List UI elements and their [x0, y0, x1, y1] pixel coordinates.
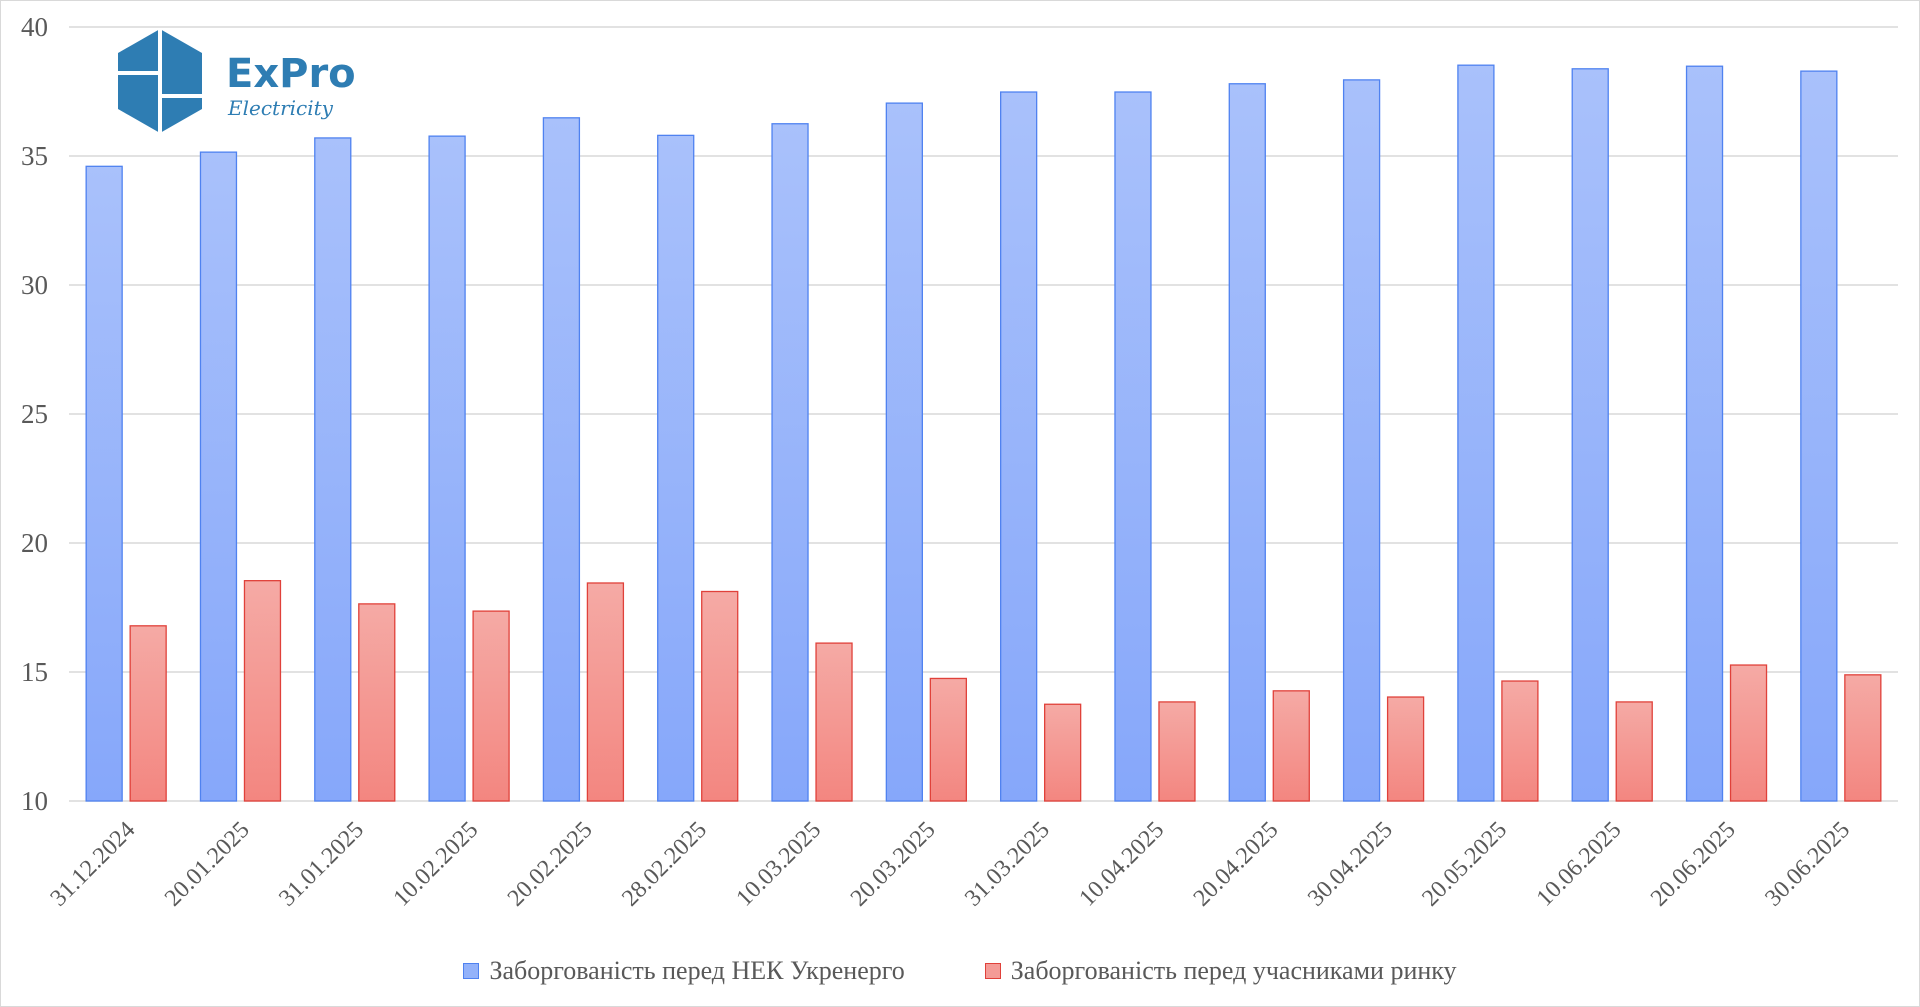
x-tick-label: 20.06.2025 — [1646, 817, 1741, 912]
bar-market — [1386, 696, 1425, 802]
x-tick-label: 20.05.2025 — [1417, 817, 1512, 912]
bar-ukrenergo — [314, 137, 352, 802]
legend-label: Заборгованість перед учасниками ринку — [1010, 956, 1457, 985]
bar-ukrenergo — [1000, 91, 1038, 802]
x-tick-label: 20.02.2025 — [503, 817, 598, 912]
x-tick-label: 20.03.2025 — [846, 817, 941, 912]
bar-ukrenergo — [1342, 79, 1381, 802]
logo-hexagon-icon: ExPro Electricity — [118, 29, 356, 133]
bar-ukrenergo — [542, 117, 581, 802]
legend-label: Заборгованість перед НЕК Укренерго — [489, 956, 905, 985]
legend-swatch-red — [984, 963, 1001, 979]
y-tick-label: 35 — [21, 141, 48, 171]
x-tick-label: 20.04.2025 — [1189, 817, 1284, 912]
x-tick-label: 31.12.2024 — [46, 817, 141, 912]
x-tick-label: 31.01.2025 — [274, 817, 369, 912]
bar-ukrenergo — [1685, 65, 1724, 802]
x-tick-label: 10.02.2025 — [389, 817, 484, 912]
bar-market — [1844, 674, 1882, 802]
bar-market — [1044, 703, 1082, 802]
bar-ukrenergo — [1457, 64, 1495, 802]
bar-market — [1158, 701, 1196, 802]
x-tick-label: 28.02.2025 — [617, 817, 712, 912]
bar-market — [586, 582, 625, 802]
bar-ukrenergo — [1114, 91, 1152, 802]
bar-ukrenergo — [199, 151, 238, 802]
bar-ukrenergo — [885, 102, 923, 802]
logo-tagline: Electricity — [227, 96, 334, 120]
legend-item-market: Заборгованість перед учасниками ринку — [984, 956, 1457, 986]
bar-ukrenergo — [1571, 68, 1609, 802]
legend: Заборгованість перед НЕК Укренерго Забор… — [0, 956, 1920, 986]
bar-ukrenergo — [1800, 70, 1838, 802]
bar-market — [701, 590, 739, 802]
y-tick-label: 30 — [21, 270, 48, 300]
bar-ukrenergo — [85, 165, 123, 802]
x-tick-label: 20.01.2025 — [160, 817, 255, 912]
bar-market — [1272, 690, 1310, 802]
bar-market — [1729, 664, 1768, 802]
logo-name: ExPro — [226, 51, 356, 97]
bar-market — [129, 625, 167, 802]
bar-market — [472, 610, 510, 802]
bar-market — [929, 677, 967, 802]
bar-ukrenergo — [1228, 83, 1266, 802]
x-tick-label: 10.04.2025 — [1074, 817, 1169, 912]
bar-market — [1615, 701, 1653, 802]
y-tick-label: 15 — [21, 657, 48, 687]
x-tick-label: 30.06.2025 — [1760, 817, 1855, 912]
y-tick-label: 20 — [21, 528, 48, 558]
bar-ukrenergo — [657, 134, 695, 802]
x-tick-label: 31.03.2025 — [960, 817, 1055, 912]
y-tick-label: 25 — [21, 399, 48, 429]
y-tick-label: 10 — [21, 786, 48, 816]
x-tick-label: 30.04.2025 — [1303, 817, 1398, 912]
legend-swatch-blue — [463, 963, 480, 979]
bar-ukrenergo — [771, 123, 809, 802]
bar-market — [358, 603, 396, 802]
bar-market — [815, 642, 853, 802]
y-tick-label: 40 — [21, 12, 48, 42]
bar-market — [1501, 680, 1539, 802]
legend-item-ukrenergo: Заборгованість перед НЕК Укренерго — [463, 956, 905, 986]
x-tick-label: 10.03.2025 — [732, 817, 827, 912]
bar-ukrenergo — [428, 135, 466, 802]
bar-market — [243, 580, 282, 802]
x-tick-label: 10.06.2025 — [1532, 817, 1627, 912]
